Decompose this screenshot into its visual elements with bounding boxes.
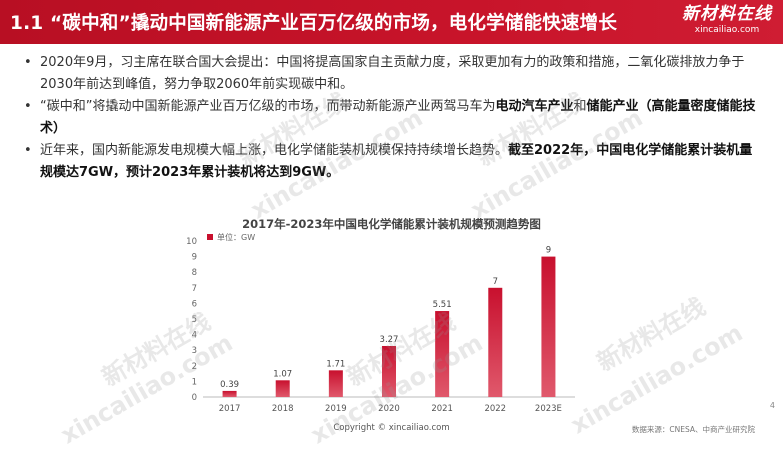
bullet-item: • “碳中和”将撬动中国新能源产业百万亿级的市场，而带动新能源产业两驾马车为电动汽…: [22, 96, 762, 140]
bullet-dot: •: [24, 99, 32, 114]
y-tick-label: 10: [186, 237, 197, 247]
y-tick-label: 4: [192, 331, 197, 341]
bar: [382, 345, 396, 397]
bar: [222, 390, 237, 397]
y-tick-label: 6: [192, 299, 197, 309]
bar: [488, 287, 503, 397]
y-tick-label: 9: [192, 253, 197, 263]
data-label: 7: [493, 277, 498, 287]
bullet-dot: •: [24, 143, 32, 158]
bullet-item: • 2020年9月，习主席在联合国大会提出：中国将提高国家自主贡献力度，采取更加有…: [22, 52, 762, 96]
bullet-list: • 2020年9月，习主席在联合国大会提出：中国将提高国家自主贡献力度，采取更加有…: [22, 52, 762, 184]
legend-label: 单位：GW: [217, 232, 255, 242]
bullet-text: 和: [573, 99, 587, 114]
bullet-bold-text: 截至2022年，中国电化学储能累计装机量规模达7GW，预计2023年累计装机将达…: [40, 143, 753, 180]
data-label: 5.51: [433, 300, 452, 310]
y-tick-label: 3: [192, 346, 197, 356]
x-tick-label: 2023E: [535, 404, 562, 414]
y-tick-label: 5: [192, 315, 197, 325]
x-tick-label: 2019: [325, 404, 347, 414]
copyright-text: Copyright © xincailiao.com: [333, 423, 450, 433]
bullet-bold-text: 电动汽车产业: [495, 99, 574, 114]
bar: [435, 311, 450, 397]
y-tick-label: 7: [192, 284, 197, 294]
page-number: 4: [769, 401, 775, 410]
brand-logo: 新材料在线 xincailiao.com: [681, 4, 773, 40]
bullet-text: “碳中和”将撬动中国新能源产业百万亿级的市场，而带动新能源产业两驾马车为: [40, 99, 496, 114]
bar: [275, 380, 290, 397]
data-label: 9: [546, 246, 551, 256]
data-label: 1.07: [273, 369, 292, 379]
logo-text: 新材料在线: [682, 4, 772, 24]
y-tick-label: 2: [192, 362, 197, 372]
page-title: 1.1 “碳中和”撬动中国新能源产业百万亿级的市场，电化学储能快速增长: [10, 13, 618, 34]
y-tick-label: 0: [192, 393, 197, 403]
legend-swatch: [207, 234, 213, 240]
bar: [328, 370, 343, 397]
chart-title: 2017年-2023年中国电化学储能累计装机规模预测趋势图: [242, 217, 541, 231]
x-tick-label: 2018: [272, 404, 294, 414]
y-tick-label: 8: [192, 268, 197, 278]
x-tick-label: 2022: [484, 404, 506, 414]
y-tick-label: 1: [192, 377, 197, 387]
x-tick-label: 2021: [431, 404, 453, 414]
bullet-item: • 近年来，国内新能源发电规模大幅上涨，电化学储能装机规模保持持续增长趋势。截至2…: [22, 140, 762, 184]
bullet-text: 近年来，国内新能源发电规模大幅上涨，电化学储能装机规模保持持续增长趋势。: [40, 143, 509, 158]
data-label: 3.27: [380, 335, 399, 345]
bar: [541, 256, 556, 397]
data-label: 1.71: [326, 359, 345, 369]
bullet-text: 2020年9月，习主席在联合国大会提出：中国将提高国家自主贡献力度，采取更加有力…: [40, 55, 745, 92]
x-tick-label: 2017: [219, 404, 241, 414]
logo-url: xincailiao.com: [694, 25, 760, 35]
header-bar: 1.1 “碳中和”撬动中国新能源产业百万亿级的市场，电化学储能快速增长 新材料在…: [0, 0, 783, 44]
bullet-dot: •: [24, 55, 32, 70]
data-source: 数据来源：CNESA、中商产业研究院: [631, 425, 755, 434]
data-label: 0.39: [220, 380, 239, 390]
bullet-bold-text: 储能产业（高能量密度储能技术）: [40, 99, 756, 136]
x-tick-label: 2020: [378, 404, 400, 414]
